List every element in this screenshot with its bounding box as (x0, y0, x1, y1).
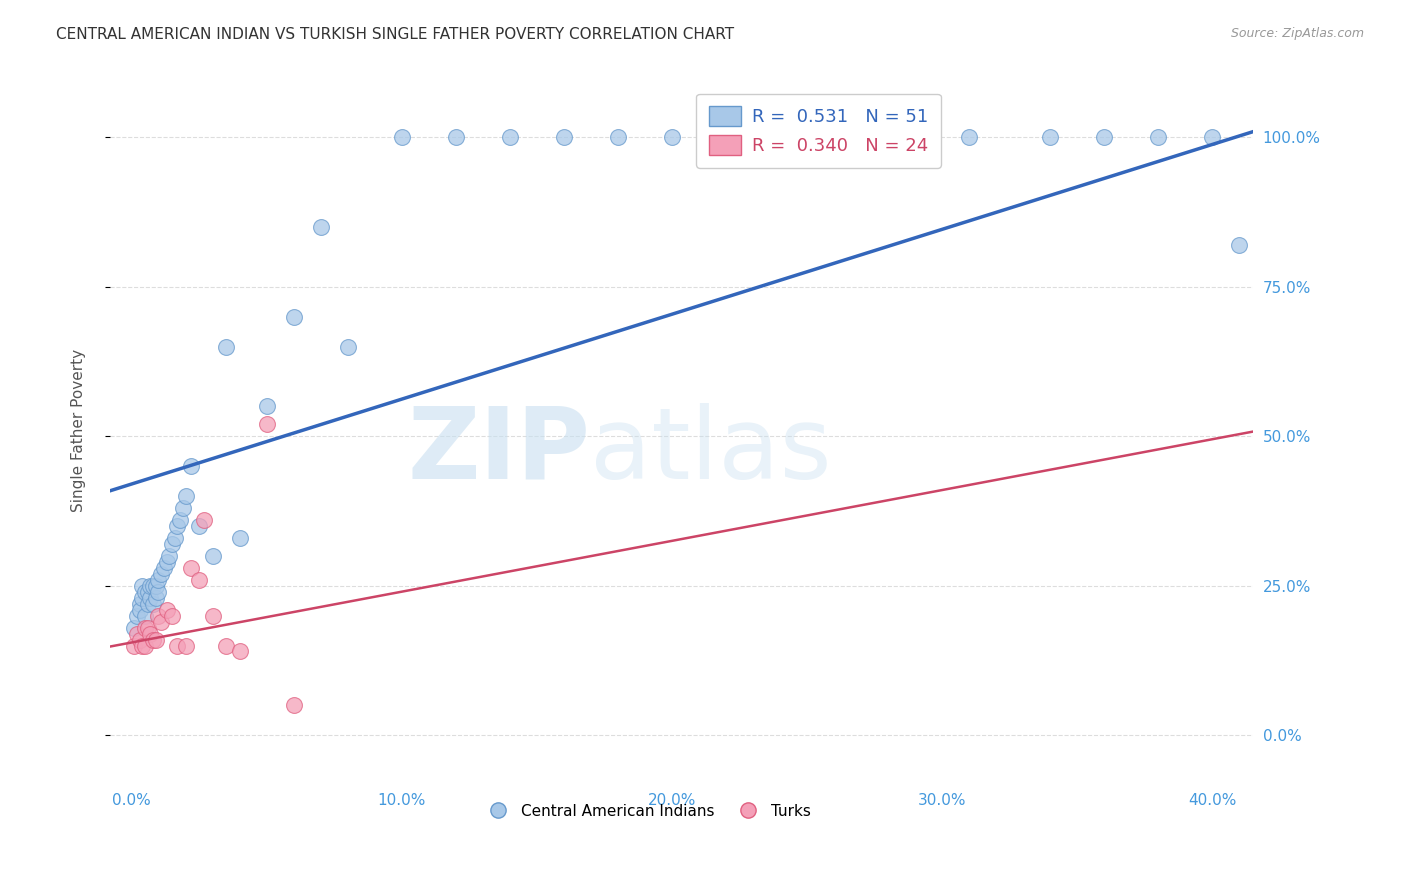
Text: atlas: atlas (591, 403, 831, 500)
Point (134, 639, 156, 653)
Point (957, 130, 980, 145)
Point (193, 513, 215, 527)
Point (128, 602, 150, 616)
Point (122, 621, 145, 635)
Point (904, 130, 927, 145)
Point (134, 621, 156, 635)
Point (499, 130, 522, 145)
Point (148, 584, 170, 599)
Point (606, 130, 628, 145)
Point (150, 615, 173, 629)
Point (139, 591, 162, 605)
Point (796, 130, 818, 145)
Point (148, 573, 170, 587)
Point (228, 531, 250, 545)
Point (166, 519, 188, 533)
Point (150, 566, 173, 581)
Y-axis label: Single Father Poverty: Single Father Poverty (72, 349, 86, 512)
Point (139, 579, 162, 593)
Point (166, 639, 188, 653)
Point (131, 639, 153, 653)
Point (283, 310, 305, 324)
Point (145, 632, 167, 647)
Point (122, 639, 145, 653)
Point (142, 597, 165, 611)
Point (215, 339, 238, 353)
Point (188, 573, 211, 587)
Point (153, 561, 176, 575)
Point (139, 626, 162, 640)
Point (661, 130, 683, 145)
Point (155, 602, 177, 616)
Point (444, 130, 467, 145)
Point (1092, 130, 1115, 145)
Point (131, 579, 153, 593)
Point (128, 632, 150, 647)
Point (553, 130, 575, 145)
Point (180, 459, 202, 474)
Point (134, 608, 156, 623)
Point (157, 549, 180, 563)
Point (131, 591, 153, 605)
Point (160, 537, 183, 551)
Point (256, 400, 278, 414)
Text: CENTRAL AMERICAN INDIAN VS TURKISH SINGLE FATHER POVERTY CORRELATION CHART: CENTRAL AMERICAN INDIAN VS TURKISH SINGL… (56, 27, 734, 42)
Point (155, 555, 177, 569)
Point (1147, 130, 1170, 145)
Point (391, 130, 413, 145)
Point (309, 219, 332, 234)
Point (180, 561, 202, 575)
Point (283, 698, 305, 713)
Point (336, 339, 359, 353)
Point (136, 584, 159, 599)
Point (145, 579, 167, 593)
Point (136, 621, 159, 635)
Point (174, 489, 197, 503)
Point (228, 644, 250, 658)
Point (201, 608, 224, 623)
Point (125, 626, 148, 640)
Point (136, 597, 159, 611)
Point (256, 417, 278, 432)
Point (174, 639, 197, 653)
Point (134, 584, 156, 599)
Point (1201, 130, 1223, 145)
Point (163, 531, 186, 545)
Text: ZIP: ZIP (408, 403, 591, 500)
Point (1039, 130, 1062, 145)
Point (145, 591, 167, 605)
Point (188, 519, 211, 533)
Text: Source: ZipAtlas.com: Source: ZipAtlas.com (1230, 27, 1364, 40)
Point (125, 608, 148, 623)
Point (128, 597, 150, 611)
Point (148, 608, 170, 623)
Point (201, 549, 224, 563)
Point (1229, 238, 1251, 252)
Point (215, 639, 238, 653)
Point (142, 579, 165, 593)
Point (172, 500, 194, 515)
Point (160, 608, 183, 623)
Point (169, 513, 191, 527)
Legend: Central American Indians, Turks: Central American Indians, Turks (477, 797, 817, 825)
Point (142, 632, 165, 647)
